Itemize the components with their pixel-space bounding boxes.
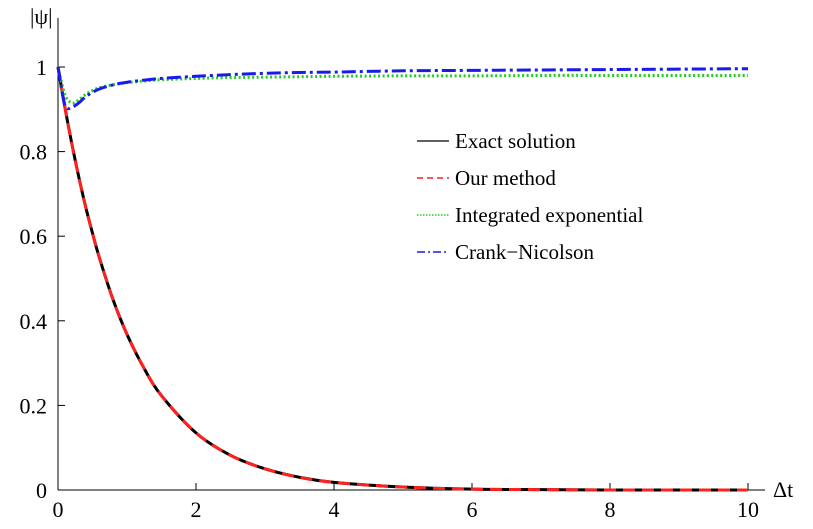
legend-label: Crank−Nicolson	[455, 240, 594, 264]
legend-label: Integrated exponential	[455, 203, 643, 227]
x-tick-label: 0	[53, 497, 64, 522]
legend-label: Our method	[455, 166, 556, 190]
axes	[57, 18, 765, 491]
ticks: 0 2 4 6 8 10 0 0.2 0.4 0.6 0.8 1	[20, 55, 760, 522]
y-tick-label: 1	[36, 55, 47, 80]
series-line-1	[56, 66, 748, 492]
x-tick-label: 2	[191, 497, 202, 522]
x-tick-label: 10	[737, 497, 759, 522]
y-tick-label: 0.4	[20, 309, 48, 334]
x-axis-label: Δt	[773, 477, 793, 502]
series-line-0	[56, 66, 748, 492]
legend: Exact solution Our method Integrated expon…	[417, 129, 643, 264]
series-line-2	[56, 66, 748, 105]
series-layer	[56, 66, 749, 492]
y-tick-label: 0	[36, 478, 47, 503]
y-tick-label: 0.2	[20, 393, 48, 418]
x-tick-label: 8	[605, 497, 616, 522]
y-tick-label: 0.8	[20, 140, 48, 165]
series-line-3	[56, 66, 749, 111]
x-tick-label: 4	[329, 497, 340, 522]
legend-label: Exact solution	[455, 129, 576, 153]
y-axis-label: |ψ|	[30, 4, 53, 29]
y-tick-label: 0.6	[20, 224, 48, 249]
x-tick-label: 6	[467, 497, 478, 522]
